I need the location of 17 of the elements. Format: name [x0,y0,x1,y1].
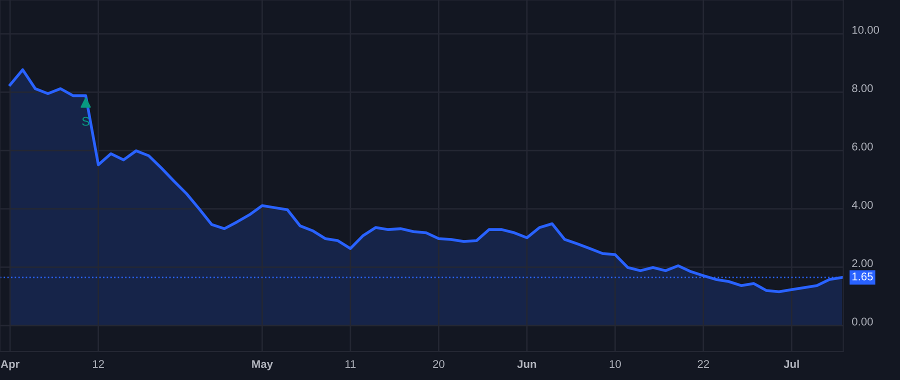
y-tick-label: 0.00 [852,318,873,326]
y-tick-label: 8.00 [852,84,873,92]
x-tick-label: 20 [433,360,444,368]
y-tick-label: 10.00 [852,26,880,34]
x-tick-label: 22 [698,360,709,368]
x-tick-label: May [252,360,273,370]
y-tick-label: 4.00 [852,200,873,209]
x-tick-label: 12 [92,360,104,368]
x-tick-label: Jun [517,360,536,368]
x-tick-label: Apr [0,360,20,370]
x-tick-label: Jul [784,360,799,368]
y-tick-label: 2.00 [852,259,873,268]
x-tick-label: 11 [346,360,356,368]
annotation: S [82,116,90,126]
y-tick-label: 6.00 [852,142,873,150]
ref-line-label: 1.65 [852,272,873,280]
x-tick-label: 10 [610,360,621,368]
